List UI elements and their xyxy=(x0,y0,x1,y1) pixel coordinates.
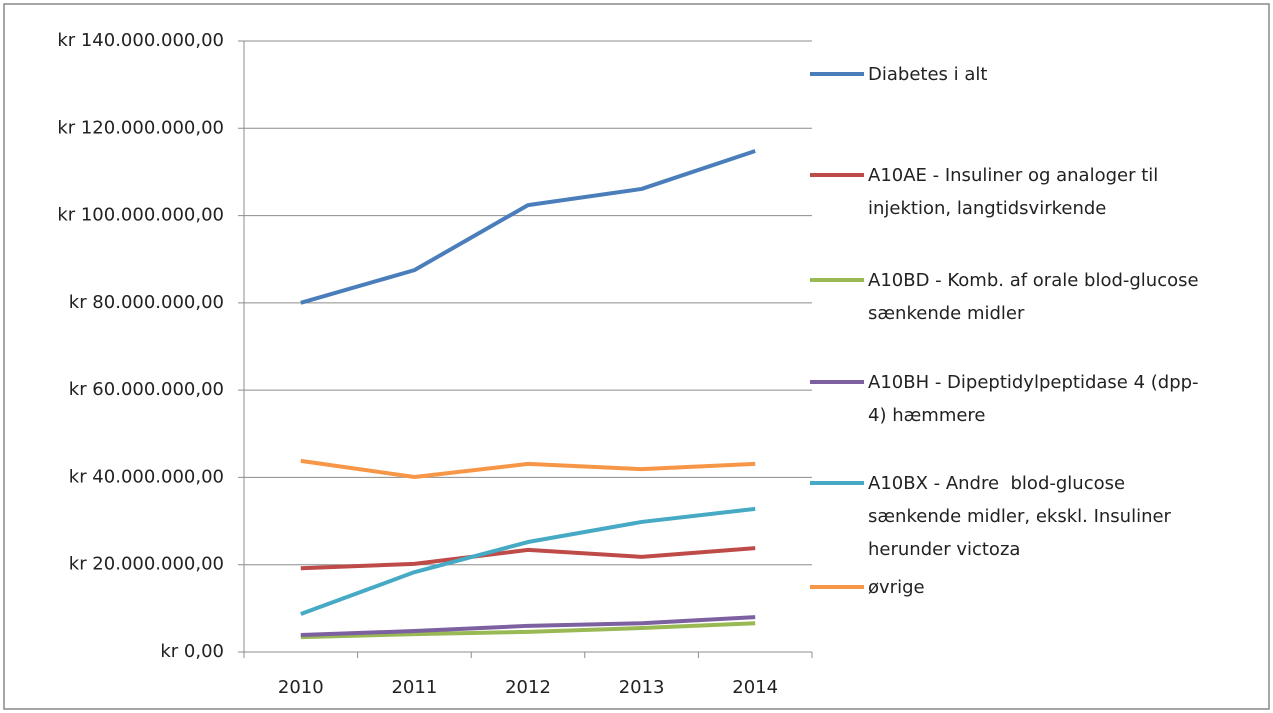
y-tick-label: kr 0,00 xyxy=(160,641,224,662)
legend-label: øvrige xyxy=(868,577,925,598)
y-tick-label: kr 80.000.000,00 xyxy=(69,292,224,313)
legend-swatch xyxy=(810,72,864,76)
legend-item: A10BX - Andre blod-glucose sænkende midl… xyxy=(810,467,1230,566)
series-line xyxy=(300,149,756,305)
legend-swatch xyxy=(810,278,864,282)
legend-swatch xyxy=(810,585,864,589)
legend-label: Diabetes i alt xyxy=(868,64,988,85)
x-tick-label: 2012 xyxy=(505,677,551,698)
series-line xyxy=(300,546,756,571)
series-line xyxy=(300,621,756,640)
legend-label: A10BH - Dipeptidylpeptidase 4 (dpp-4) hæ… xyxy=(868,372,1199,426)
legend-item: A10AE - Insuliner og analoger til injekt… xyxy=(810,159,1230,225)
y-tick-label: kr 20.000.000,00 xyxy=(69,554,224,575)
legend-item: Diabetes i alt xyxy=(810,58,1230,91)
y-tick-label: kr 100.000.000,00 xyxy=(57,205,224,226)
legend-item: A10BH - Dipeptidylpeptidase 4 (dpp-4) hæ… xyxy=(810,366,1230,432)
legend-label: A10BX - Andre blod-glucose sænkende midl… xyxy=(868,473,1177,560)
legend-swatch xyxy=(810,481,864,485)
x-tick-label: 2013 xyxy=(619,677,665,698)
legend-label: A10AE - Insuliner og analoger til injekt… xyxy=(868,165,1165,219)
y-tick-label: kr 140.000.000,00 xyxy=(57,30,224,51)
legend-swatch xyxy=(810,173,864,177)
series-line xyxy=(300,615,756,637)
y-tick-label: kr 120.000.000,00 xyxy=(57,117,224,138)
series-line xyxy=(300,458,756,479)
y-tick-label: kr 40.000.000,00 xyxy=(69,466,224,487)
frame xyxy=(3,3,1270,710)
legend-label: A10BD - Komb. af orale blod-glucose sænk… xyxy=(868,270,1205,324)
x-tick-label: 2014 xyxy=(732,677,778,698)
series-line xyxy=(300,506,756,616)
x-tick-label: 2010 xyxy=(278,677,324,698)
legend-item: øvrige xyxy=(810,571,1230,604)
legend-item: A10BD - Komb. af orale blod-glucose sænk… xyxy=(810,264,1230,330)
legend-swatch xyxy=(810,380,864,384)
y-tick-label: kr 60.000.000,00 xyxy=(69,379,224,400)
x-tick-label: 2011 xyxy=(391,677,437,698)
